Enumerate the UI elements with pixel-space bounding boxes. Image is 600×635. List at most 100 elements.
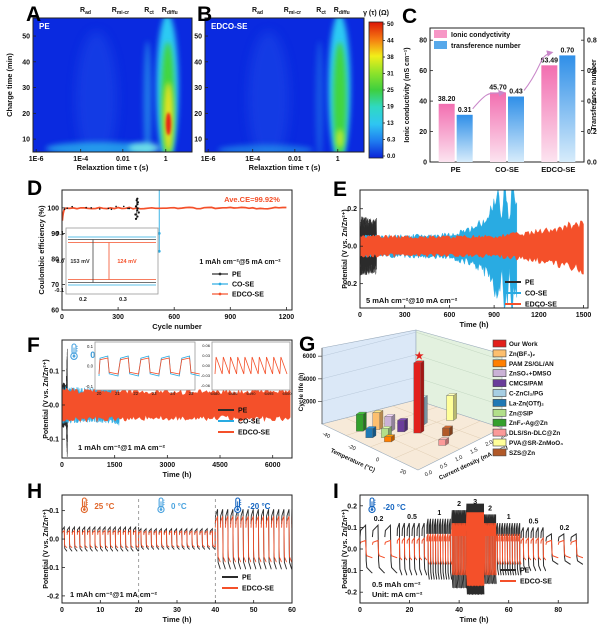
svg-text:0.0: 0.0: [387, 154, 396, 160]
y-axis-label: Potential (V vs. Zn/Zn²⁺): [43, 359, 50, 439]
plot-frame: [61, 189, 293, 311]
svg-text:1E-4: 1E-4: [73, 156, 88, 163]
panel-letter-e: E: [333, 178, 348, 201]
colorbar: γ (τ) (Ω) 50 44 38 31 25 19 13 6.3 0.0: [363, 10, 396, 160]
panel-a-heatmap: PE 10 20 30 40 50 1E-6 1E-4 0.01 1 Relaxztion time…: [5, 7, 193, 172]
process-label: Rdiffu: [162, 7, 178, 16]
svg-text:1E-6: 1E-6: [201, 156, 216, 163]
svg-text:SZS@Zn: SZS@Zn: [509, 450, 535, 457]
svg-text:1500: 1500: [107, 462, 123, 469]
svg-text:0: 0: [358, 312, 362, 319]
svg-text:-0.06: -0.06: [201, 383, 211, 388]
svg-text:0.0: 0.0: [56, 259, 64, 265]
svg-text:EDCO-SE: EDCO-SE: [232, 292, 264, 299]
svg-text:30: 30: [22, 85, 30, 92]
svg-text:1.0: 1.0: [454, 455, 463, 464]
thermometer-icon: [70, 343, 78, 360]
panel-letter-h: H: [27, 480, 43, 503]
svg-text:25: 25: [189, 391, 194, 396]
svg-text:60: 60: [288, 607, 296, 614]
colorbar-title: γ (τ) (Ω): [363, 10, 389, 17]
svg-text:EDCO-SE: EDCO-SE: [520, 579, 552, 586]
svg-text:100: 100: [47, 205, 59, 212]
process-label: Rct: [316, 7, 326, 16]
svg-text:30: 30: [173, 607, 181, 614]
process-label: Rmi-cr: [284, 7, 301, 16]
svg-text:0.1: 0.1: [56, 231, 64, 237]
bar-SZS@Zn: [441, 425, 454, 437]
svg-text:40: 40: [211, 607, 219, 614]
svg-text:1E-6: 1E-6: [29, 156, 44, 163]
svg-text:600: 600: [168, 314, 180, 321]
temperature-label: -20 °C: [248, 502, 271, 511]
svg-text:0.0: 0.0: [424, 470, 433, 479]
thermometer-icon: [80, 497, 88, 514]
svg-text:6480: 6480: [211, 391, 221, 396]
svg-text:0.1: 0.1: [347, 525, 357, 532]
panel-i-rate-test: 0.2 0.1 0.0 -0.1 -0.2 0 20 40 60 80 Time (h) Potent…: [342, 494, 589, 624]
svg-text:PE: PE: [232, 272, 242, 279]
svg-text:0.00: 0.00: [202, 363, 211, 368]
svg-text:0.06: 0.06: [202, 343, 211, 348]
rate-label: 3: [473, 499, 477, 506]
svg-text:-0.1: -0.1: [86, 384, 94, 389]
svg-text:0: 0: [375, 457, 380, 464]
svg-text:6000: 6000: [265, 462, 281, 469]
svg-text:30: 30: [194, 85, 202, 92]
bar-Zn@SIP: [380, 426, 393, 438]
svg-text:20: 20: [22, 111, 30, 118]
svg-text:0.1: 0.1: [49, 368, 59, 375]
plot-frame: [61, 339, 293, 459]
panel-letter-f: F: [27, 334, 40, 357]
bar-CMCS/PAM: [397, 418, 409, 433]
svg-text:Zn(BF₄)₂: Zn(BF₄)₂: [509, 351, 535, 358]
svg-text:CMCS/PAM: CMCS/PAM: [509, 381, 543, 388]
svg-text:6485: 6485: [229, 391, 239, 396]
panel-b-heatmap: EDCO-SE 10 20 30 40 50 1E-6 1E-4 0.01 1 Relaxztion…: [194, 7, 365, 172]
svg-text:6495: 6495: [265, 391, 275, 396]
capacity-label: 0.5 mAh cm⁻²: [372, 580, 421, 589]
svg-text:4500: 4500: [212, 462, 228, 469]
svg-text:0.01: 0.01: [288, 156, 302, 163]
svg-text:63.49: 63.49: [541, 57, 559, 64]
svg-text:13: 13: [387, 121, 394, 127]
legend-swatch-ZnSO₄+DMSO: [492, 369, 507, 378]
panel-letter-b: B: [197, 3, 213, 26]
svg-text:6500: 6500: [283, 391, 293, 396]
svg-text:PVA@SR-ZnMoO₄: PVA@SR-ZnMoO₄: [509, 440, 563, 447]
process-label: Rmi-cr: [112, 7, 129, 16]
svg-text:1500: 1500: [576, 312, 592, 319]
rate-label: 0.5: [529, 518, 539, 525]
svg-text:4000: 4000: [303, 377, 317, 383]
svg-text:0.1: 0.1: [87, 344, 94, 349]
svg-text:0.01: 0.01: [116, 156, 130, 163]
svg-text:0.0: 0.0: [587, 160, 597, 167]
legend-swatch-La-Zn(OTf)₂: [492, 399, 507, 407]
heatmap-title: PE: [39, 22, 50, 31]
bar-ZnF₂-Ag@Zn: [355, 411, 367, 432]
arrow-pe-to-cose: [472, 89, 506, 110]
svg-text:0: 0: [358, 607, 362, 614]
right-axis-label: Transference number: [591, 59, 598, 130]
test-condition: 1 mAh cm⁻²@5 mA cm⁻²: [199, 259, 281, 266]
x-axis-label: Cycle number: [152, 322, 202, 331]
rate-label: 2: [457, 501, 461, 508]
pe-overpotential: 153 mV: [70, 259, 90, 265]
svg-text:0: 0: [60, 462, 64, 469]
svg-text:300: 300: [399, 312, 411, 319]
x-axis-label: Time (h): [459, 320, 489, 329]
svg-text:ZnSO₄+DMSO: ZnSO₄+DMSO: [509, 371, 551, 378]
y-axis-label: Coulombic efficiency (%): [37, 205, 46, 295]
svg-text:25: 25: [387, 88, 394, 94]
svg-text:0: 0: [60, 607, 64, 614]
svg-text:22: 22: [133, 391, 138, 396]
voltage-profile-inset: [65, 227, 159, 295]
svg-text:23: 23: [152, 391, 157, 396]
bar-conductivity-CO-SE: [490, 92, 506, 162]
svg-text:38: 38: [387, 55, 394, 61]
svg-text:0.4: 0.4: [587, 99, 597, 106]
svg-text:0.2: 0.2: [347, 503, 357, 510]
bar-Zn(BF₄)₂: [372, 410, 384, 430]
svg-text:21: 21: [115, 391, 120, 396]
